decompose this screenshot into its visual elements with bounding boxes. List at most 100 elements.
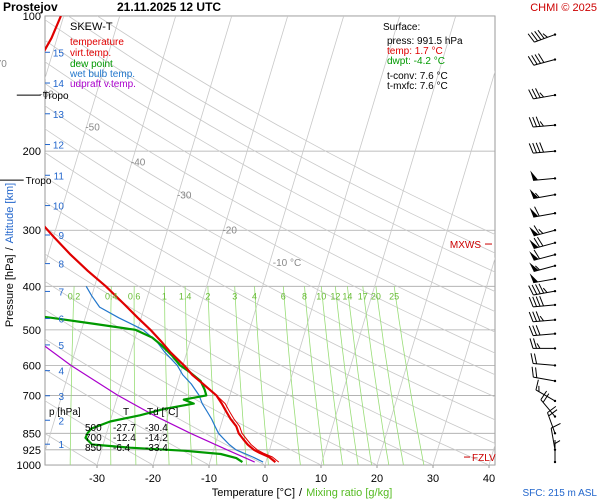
wind-barb-feather	[535, 367, 538, 378]
wind-barb	[529, 225, 557, 237]
wind-barb-feather	[542, 287, 548, 293]
dry-adiabat-line	[45, 61, 495, 312]
surface-tmxfc: t-mxfc: 7.6 °C	[387, 81, 448, 92]
wind-barb-feather	[535, 265, 540, 271]
table-cell: -14.2	[145, 433, 168, 444]
dry-adiabat-line	[45, 83, 495, 333]
wind-barb-feather	[527, 33, 535, 43]
altitude-tick-label: 8	[58, 260, 64, 271]
tropopause-label: Tropo	[43, 91, 69, 102]
wind-barb	[528, 296, 557, 308]
surface-press: press: 991.5 hPa	[387, 36, 463, 47]
isotherm-label: -40	[131, 157, 146, 168]
wind-barb-base	[553, 241, 557, 245]
dry-adiabat-line	[45, 309, 322, 465]
mixing-ratio-line	[334, 286, 359, 465]
surface-title: Surface:	[383, 22, 420, 33]
altitude-tick-label: 12	[53, 141, 65, 152]
wind-barb-feather	[536, 343, 541, 349]
wind-barb-base	[553, 332, 557, 335]
wind-barb-feather	[533, 353, 538, 364]
wind-barb	[529, 206, 557, 218]
wind-barb-staff	[533, 333, 556, 337]
wind-barb-base	[553, 399, 557, 403]
wind-barb-staff	[533, 376, 556, 382]
wind-barb-feather	[532, 311, 538, 322]
wind-barb-feather	[528, 143, 534, 154]
wind-barb	[527, 53, 557, 66]
table-cell: -30.4	[145, 423, 168, 434]
wind-barb	[531, 366, 557, 383]
isotherm-line	[488, 443, 495, 465]
wind-barb-feather	[529, 338, 534, 349]
wind-barb-feather	[527, 56, 535, 66]
wind-barb-feather	[535, 88, 541, 98]
wind-barb-feather	[531, 284, 538, 295]
isotherm-label: -70	[0, 59, 7, 70]
wind-barb	[529, 273, 557, 284]
table-header-td: Td [°C]	[147, 407, 178, 418]
wind-barb-base	[553, 33, 557, 36]
wind-barb-feather	[537, 53, 545, 63]
wind-barb-base	[553, 318, 557, 322]
wind-barb-feather	[533, 237, 540, 248]
dry-adiabat-line	[68, 16, 495, 254]
x-axis-title: Temperature [°C] / Mixing ratio [g/kg]	[212, 487, 393, 499]
dry-adiabat-line	[45, 128, 495, 376]
updraft-virtual-temp-curve	[45, 345, 255, 463]
mixing-ratio-label: 10	[316, 291, 326, 301]
wind-barb	[528, 283, 557, 296]
isotherm-line	[545, 16, 600, 465]
wind-barb	[529, 236, 557, 249]
wind-barb-staff	[533, 290, 556, 296]
altitude-tick-label: 15	[53, 48, 65, 59]
wind-barb-feather	[534, 54, 541, 64]
altitude-tick-label: 10	[53, 202, 65, 213]
dry-adiabat-line	[45, 176, 495, 421]
wind-barb	[529, 338, 557, 350]
x-axis-label-mixing: Mixing ratio [g/kg]	[306, 487, 392, 499]
temperature-tick-label: 40	[483, 473, 495, 485]
wind-barb-staff	[540, 399, 556, 417]
pressure-tick-label: 500	[23, 325, 41, 337]
wind-barb-staff	[533, 265, 556, 272]
pressure-tick-label: 100	[23, 11, 41, 23]
altitude-tick-label: 14	[53, 79, 65, 90]
wind-barb	[550, 422, 561, 451]
temperature-tick-label: 10	[315, 473, 327, 485]
x-axis-label-temperature: Temperature [°C]	[212, 487, 295, 499]
wind-barb-feather	[531, 55, 538, 65]
altitude-tick-label: 11	[54, 171, 65, 182]
mixing-ratio-label: 0.4	[105, 291, 118, 301]
mixing-ratio-label: 8	[302, 291, 307, 301]
pressure-tick-label: 400	[23, 281, 41, 293]
wind-barb-base	[553, 149, 557, 153]
wind-barb-feather	[535, 311, 541, 322]
pressure-tick-label: 925	[23, 445, 41, 457]
wind-barbs-layer	[527, 29, 561, 464]
isotherm-line	[45, 16, 121, 267]
x-axis-label-separator: /	[299, 487, 303, 499]
dry-adiabat-line	[45, 201, 495, 444]
temperature-tick-label: 20	[371, 473, 383, 485]
wind-barb-feather	[528, 296, 534, 308]
mixing-ratio-line	[234, 286, 247, 465]
mixing-ratio-line	[304, 286, 325, 465]
wind-barb-feather	[535, 379, 539, 391]
pressure-tick-label: 850	[23, 428, 41, 440]
wind-barb-feather	[540, 390, 548, 400]
wind-barb-pennant	[530, 170, 539, 181]
mixing-ratio-line	[282, 286, 301, 465]
wind-barb-pennant	[529, 251, 539, 261]
isotherm-line	[152, 16, 289, 465]
wind-barb	[527, 29, 557, 43]
wind-barb-feather	[535, 296, 541, 307]
altitude-tick-label: 7	[58, 287, 64, 298]
wind-barb-feather	[548, 409, 558, 417]
mixing-ratio-label: 25	[389, 291, 399, 301]
wind-barb	[528, 325, 557, 337]
mixing-ratio-line	[254, 286, 269, 465]
y-axis-label-pressure: Pressure [hPa]	[4, 254, 16, 327]
wind-barb	[528, 142, 557, 154]
wind-barb-base	[553, 460, 557, 464]
